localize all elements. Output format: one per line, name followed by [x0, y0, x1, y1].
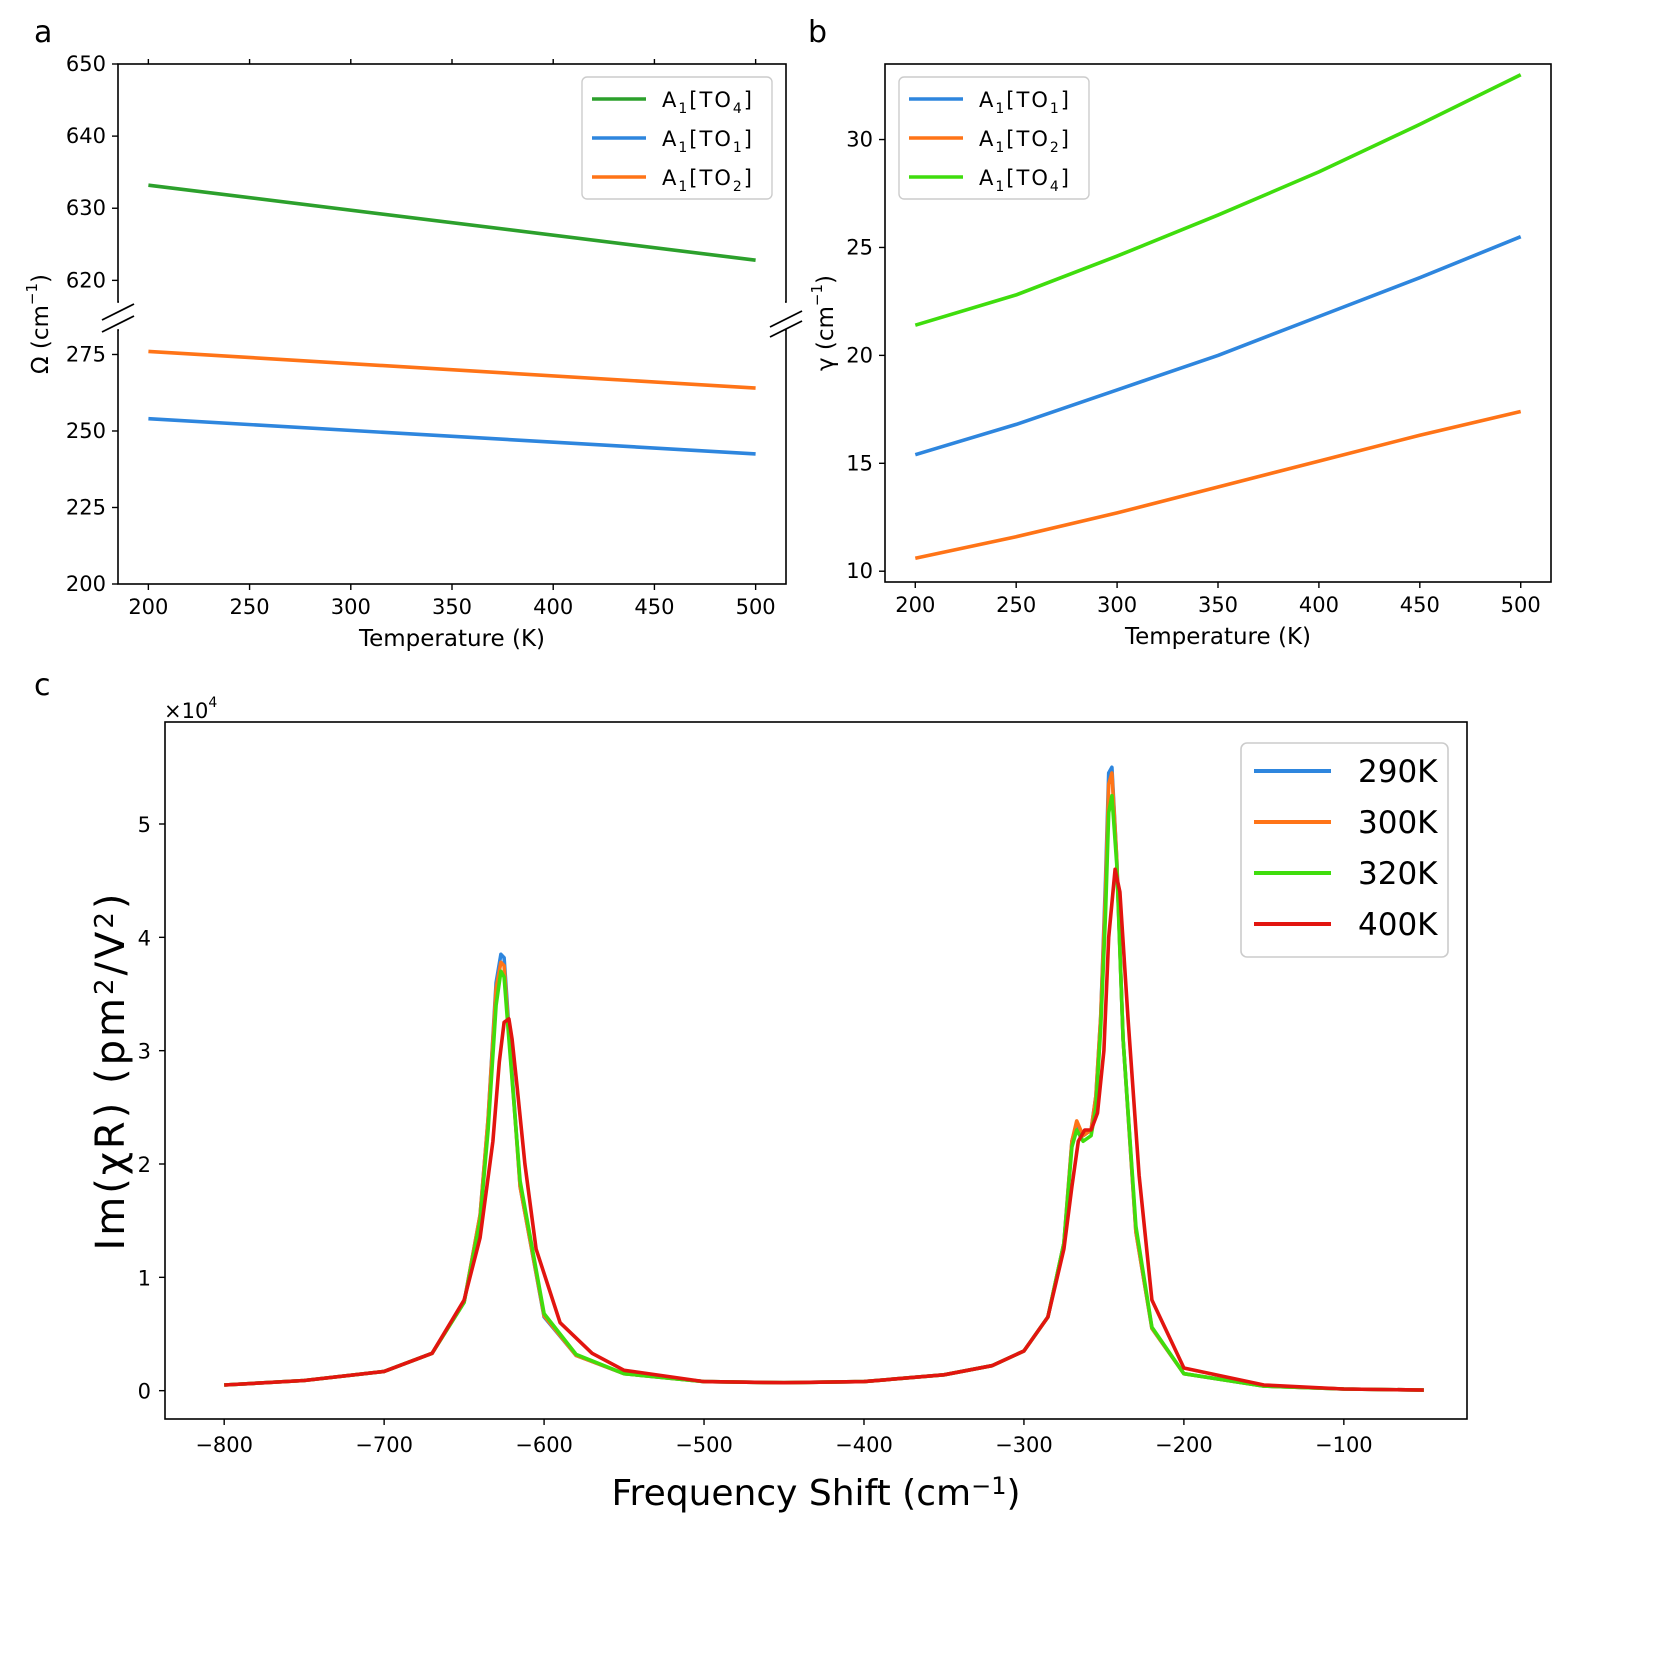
panel-b-series-0: [914, 235, 1522, 457]
panel-a-legend: [581, 76, 773, 200]
panel-a-break-mark: [101, 315, 135, 333]
panel-b-legend-label: A1​[TO1​]: [979, 88, 1071, 117]
panel-c-y-multiplier: ×104​: [164, 695, 217, 723]
panel-c-y-tick-label: 5: [138, 813, 151, 837]
panel-b-y-tick-label: 25: [846, 235, 873, 259]
panel-a-x-tick-label: 350: [432, 595, 472, 619]
panel-c-x-tick-label: −600: [515, 1433, 573, 1457]
panel-a-x-tick-label: 400: [533, 595, 573, 619]
panel-b-x-tick-label: 350: [1198, 593, 1238, 617]
panel-b-break-mark: [769, 310, 803, 328]
panel-c-series-3: [224, 867, 1424, 1392]
panel-b-break-mark: [769, 320, 803, 338]
panel-b-x-tick-label: 300: [1097, 593, 1137, 617]
panel-a-y-axis-label: Ω (cm−1​): [23, 274, 54, 374]
panel-c-y-tick-label: 1: [138, 1266, 151, 1290]
panel-b-label: b: [808, 15, 827, 50]
panel-a-x-tick-label: 450: [634, 595, 674, 619]
panel-b-x-tick-label: 250: [996, 593, 1036, 617]
panel-c-y-tick-label: 3: [138, 1040, 151, 1064]
panel-c-y-tick-label: 0: [138, 1380, 151, 1404]
panel-c-y-axis-label: Im(χR) (pm2​/V2​): [88, 890, 134, 1250]
panel-c-y-tick-label: 2: [138, 1153, 151, 1177]
panel-c-legend-label: 290K: [1358, 754, 1438, 790]
panel-b-x-axis-label: Temperature (K): [1124, 624, 1311, 650]
panel-a-x-tick-label: 300: [331, 595, 371, 619]
panel-b-y-axis-label: γ (cm−1​): [808, 275, 839, 371]
panel-b-legend-label: A1​[TO2​]: [979, 127, 1071, 156]
panel-b-y-tick-label: 10: [846, 559, 873, 583]
panel-c-label: c: [34, 668, 51, 703]
panel-c-legend-label: 400K: [1358, 907, 1438, 943]
panel-a-y-tick-label: 250: [66, 419, 106, 443]
panel-c-x-axis-label: Frequency Shift (cm−1​): [611, 1472, 1020, 1514]
panel-b-x-tick-label: 400: [1299, 593, 1339, 617]
panel-a-frame: [101, 59, 787, 590]
panel-b-legend-label: A1​[TO4​]: [979, 166, 1071, 195]
panel-a-y-tick-label: 275: [66, 342, 106, 366]
panel-a-label: a: [34, 15, 52, 50]
panel-b-series-1: [914, 409, 1522, 561]
panel-c-x-tick-label: −700: [355, 1433, 413, 1457]
panel-a-x-tick-label: 250: [230, 595, 270, 619]
panel-a-series-2: [148, 349, 756, 390]
panel-a-series-1: [148, 416, 756, 456]
panel-a-series-0: [148, 183, 756, 262]
panel-c-x-tick-label: −300: [995, 1433, 1053, 1457]
panel-b-y-tick-label: 20: [846, 343, 873, 367]
panel-c-x-tick-label: −400: [835, 1433, 893, 1457]
panel-c-axes: [164, 721, 1468, 1420]
panel-a-y-tick-label: 630: [66, 196, 106, 220]
panel-b-y-tick-label: 15: [846, 451, 873, 475]
panel-a-y-tick-label: 200: [66, 572, 106, 596]
panel-c-x-tick-label: −800: [195, 1433, 253, 1457]
panel-c-legend-label: 320K: [1358, 856, 1438, 892]
panel-a-x-tick-label: 500: [736, 595, 776, 619]
panel-c-legend: [1240, 742, 1449, 958]
panel-a-y-tick-label: 620: [66, 268, 106, 292]
panel-a-x-tick-label: 200: [128, 595, 168, 619]
panel-a-break-mark: [101, 303, 135, 321]
panel-a-y-tick-label: 640: [66, 124, 106, 148]
panel-c-x-tick-label: −100: [1315, 1433, 1373, 1457]
panel-b-legend: [898, 76, 1090, 200]
panel-a-legend-label: A1​[TO4​]: [662, 88, 754, 117]
panel-c-x-tick-label: −500: [675, 1433, 733, 1457]
panel-b-x-tick-label: 450: [1400, 593, 1440, 617]
panel-a-legend-label: A1​[TO2​]: [662, 166, 754, 195]
panel-b-x-tick-label: 200: [895, 593, 935, 617]
panel-a-y-tick-label: 225: [66, 495, 106, 519]
panel-b-series-2: [914, 73, 1522, 327]
panel-c-x-tick-label: −200: [1155, 1433, 1213, 1457]
panel-a-x-axis-label: Temperature (K): [358, 626, 545, 652]
panel-a-legend-label: A1​[TO1​]: [662, 127, 754, 156]
panel-b-x-tick-label: 500: [1501, 593, 1541, 617]
panel-c-y-tick-label: 4: [138, 926, 151, 950]
panel-b-y-tick-label: 30: [846, 128, 873, 152]
panel-c-legend-label: 300K: [1358, 805, 1438, 841]
panel-a-y-tick-label: 650: [66, 52, 106, 76]
